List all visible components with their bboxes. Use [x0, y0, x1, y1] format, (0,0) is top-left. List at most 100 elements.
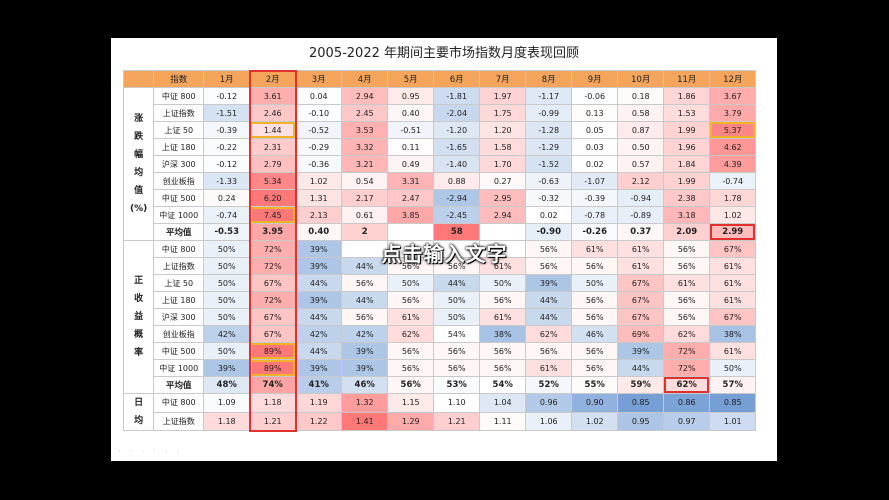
average-cell: 46% — [341, 376, 389, 394]
table-cell: 1.01 — [709, 411, 757, 431]
header-month: 8月 — [525, 70, 573, 88]
table-cell: 2.13 — [295, 206, 343, 224]
table-cell: 44% — [295, 342, 343, 360]
table-cell: 39% — [295, 359, 343, 377]
table-cell: -0.74 — [203, 206, 251, 224]
table-cell: 42% — [295, 325, 343, 343]
table-cell: 1.02 — [571, 411, 619, 431]
table-cell: 67% — [249, 308, 297, 326]
table-row: 上证 50 50% 67% 44% 56% 50% 44% 50% 39% 50% 67% 61% 61… — [124, 274, 757, 292]
table-cell: 1.18 — [203, 411, 251, 431]
table-cell: 89% — [249, 359, 297, 377]
row-label: 创业板指 — [153, 325, 205, 343]
table-cell: 0.90 — [571, 393, 619, 413]
table-row: 上证 180 50% 72% 39% 44% 56% 50% 56% 44% 56% 67% 56% 6… — [124, 291, 757, 309]
table-cell: 61% — [479, 308, 527, 326]
average-cell — [387, 223, 435, 241]
table-cell: 0.87 — [617, 121, 665, 139]
table-cell: 72% — [663, 342, 711, 360]
table-cell: 6.20 — [249, 189, 297, 207]
table-cell: -0.10 — [295, 104, 343, 122]
table-cell: 67% — [709, 240, 757, 258]
table-cell: 2.95 — [479, 189, 527, 207]
table-cell: 1.99 — [663, 121, 711, 139]
row-label: 沪深 300 — [153, 155, 205, 173]
table-row: 上证 50 -0.39 1.44 -0.52 3.53 -0.51 -1.20 1.20 -1.… — [124, 121, 757, 139]
table-cell: 50% — [203, 257, 251, 275]
table-cell: 0.04 — [295, 87, 343, 105]
table-cell: 56% — [663, 240, 711, 258]
table-cell: 2.79 — [249, 155, 297, 173]
table-cell: 56% — [433, 342, 481, 360]
table-cell: 61% — [709, 291, 757, 309]
table-cell: 3.18 — [663, 206, 711, 224]
table-cell: 3.53 — [341, 121, 389, 139]
table-cell: 72% — [249, 291, 297, 309]
table-cell: 0.95 — [387, 87, 435, 105]
table-cell: 50% — [387, 274, 435, 292]
table-cell: 0.27 — [479, 172, 527, 190]
table-cell: 1.31 — [295, 189, 343, 207]
table-cell: -0.94 — [617, 189, 665, 207]
table-cell: 1.84 — [663, 155, 711, 173]
table-cell: 56% — [341, 308, 389, 326]
header-month: 7月 — [479, 70, 527, 88]
table-cell: 0.05 — [571, 121, 619, 139]
table-cell: 1.86 — [663, 87, 711, 105]
table-cell: 56% — [571, 359, 619, 377]
table-cell: 39% — [617, 342, 665, 360]
table-cell: 56% — [571, 308, 619, 326]
table-cell: 0.85 — [617, 393, 665, 413]
table-cell: 67% — [249, 325, 297, 343]
table-cell: 1.20 — [479, 121, 527, 139]
table-cell: 42% — [341, 325, 389, 343]
table-cell: 46% — [571, 325, 619, 343]
table-cell: 0.18 — [617, 87, 665, 105]
section-label: 日均 — [122, 393, 155, 431]
table-cell: 5.34 — [249, 172, 297, 190]
table-row: 中证 500 0.24 6.20 1.31 2.17 2.47 -2.94 2.95 -0.32… — [124, 189, 757, 207]
header-corner — [122, 70, 155, 88]
table-cell: 3.85 — [387, 206, 435, 224]
row-label: 上证指数 — [153, 411, 205, 431]
header-row: 指数 1月 2月 3月 4月 5月 6月 7月 8月 9月 10月 11月 12月 — [122, 70, 757, 88]
row-label: 中证 1000 — [153, 206, 205, 224]
table-cell: 50% — [433, 291, 481, 309]
table-cell: 39% — [525, 274, 573, 292]
average-cell: 59% — [617, 376, 665, 394]
table-cell: 61% — [387, 308, 435, 326]
table-cell: 0.40 — [387, 104, 435, 122]
table-cell: 42% — [203, 325, 251, 343]
table-cell: 50% — [709, 359, 757, 377]
table-cell: 2.45 — [341, 104, 389, 122]
average-cell: 55% — [571, 376, 619, 394]
table-cell: 89% — [249, 342, 297, 360]
table-cell: 1.09 — [203, 393, 251, 413]
table-cell: 39% — [203, 359, 251, 377]
table-row: 中证 500 50% 89% 44% 39% 56% 56% 56% 56% 56% 39% 72% 6… — [124, 342, 757, 360]
table-cell: 4.39 — [709, 155, 757, 173]
table-cell: 50% — [479, 274, 527, 292]
table-cell: 69% — [617, 325, 665, 343]
table-cell: 72% — [663, 359, 711, 377]
table-cell: 1.04 — [479, 393, 527, 413]
row-label: 上证 180 — [153, 138, 205, 156]
page-title: 2005-2022 年期间主要市场指数月度表现回顾 — [309, 46, 579, 61]
table-cell: -1.52 — [525, 155, 573, 173]
table-cell: 67% — [617, 308, 665, 326]
table-cell: 3.79 — [709, 104, 757, 122]
average-cell: 48% — [203, 376, 251, 394]
table-cell: 39% — [295, 291, 343, 309]
average-cell: 62% — [663, 376, 711, 394]
table-row: 中证 1000 39% 89% 39% 39% 56% 56% 56% 61% 56% 44% 72%… — [124, 359, 757, 377]
table-cell: -0.39 — [571, 189, 619, 207]
table-cell: 61% — [709, 274, 757, 292]
table-cell: 56% — [525, 257, 573, 275]
table-cell: 0.13 — [571, 104, 619, 122]
table-cell: 56% — [387, 291, 435, 309]
table-cell: 1.96 — [663, 138, 711, 156]
overlay-text[interactable]: 点击输入文字 — [381, 242, 508, 266]
row-label: 中证 800 — [153, 393, 205, 413]
table-cell: -0.63 — [525, 172, 573, 190]
table-cell: 61% — [663, 274, 711, 292]
